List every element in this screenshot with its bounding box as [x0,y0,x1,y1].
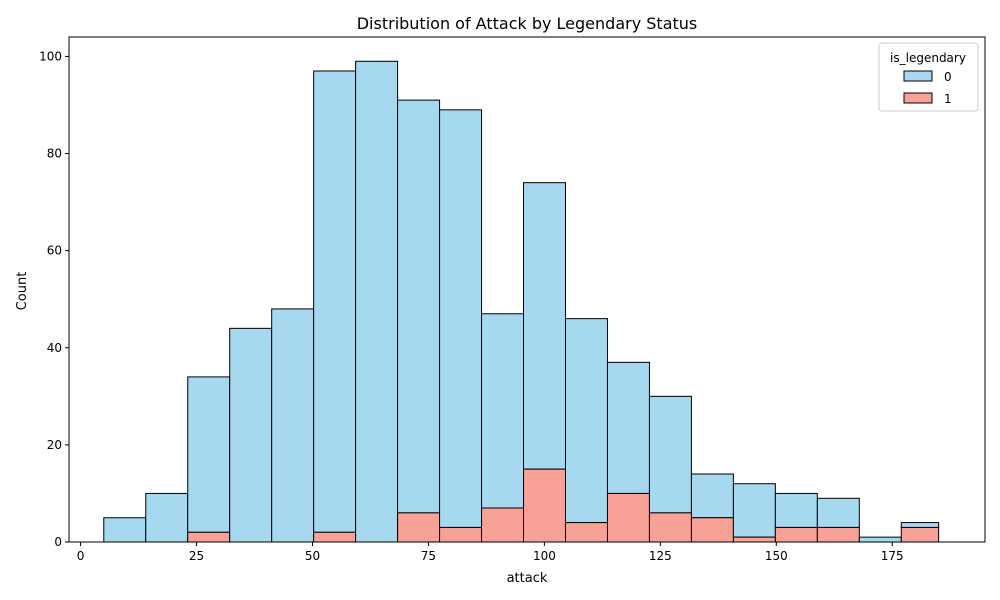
bar-not-legendary-0 [103,517,147,543]
bar-not-legendary-14 [690,473,734,519]
x-tick-label-125: 125 [649,549,672,563]
bar-legendary-9 [481,507,525,543]
legend-label-0: 0 [944,70,952,84]
bar-not-legendary-6 [355,60,399,543]
y-axis-label: Count [15,272,30,311]
bar-not-legendary-3 [229,327,273,543]
legend-swatch-0 [903,70,933,82]
bar-not-legendary-13 [648,395,692,514]
bar-legendary-2 [187,531,231,543]
legend-swatch-1 [903,92,933,104]
bar-not-legendary-1 [145,492,189,543]
bar-legendary-5 [313,531,357,543]
bar-not-legendary-19 [900,522,940,528]
y-tick-label-80: 80 [47,147,62,161]
x-tick-label-25: 25 [189,549,204,563]
bar-legendary-14 [690,517,734,543]
bar-legendary-8 [439,526,483,543]
bar-legendary-16 [774,526,818,543]
legend-title: is_legendary [890,51,966,65]
bar-not-legendary-11 [564,318,608,524]
bar-not-legendary-8 [439,109,483,528]
bar-not-legendary-18 [858,536,902,543]
x-tick-label-50: 50 [305,549,320,563]
bar-not-legendary-7 [397,99,441,514]
bar-not-legendary-16 [774,492,818,528]
bars-group [103,60,940,543]
bar-legendary-12 [606,492,650,543]
bar-legendary-19 [900,526,940,543]
x-tick-label-100: 100 [533,549,556,563]
bar-not-legendary-17 [816,497,860,528]
x-axis-label: attack [507,571,548,586]
bar-legendary-13 [648,512,692,543]
chart-title: Distribution of Attack by Legendary Stat… [357,14,698,33]
x-tick-label-175: 175 [881,549,904,563]
bar-legendary-7 [397,512,441,543]
bar-not-legendary-5 [313,70,357,533]
y-tick-label-100: 100 [39,49,62,63]
y-tick-label-20: 20 [47,438,62,452]
axes-group: 0 25 50 75 100 125 150 175 0 20 40 60 80 100 [39,36,986,563]
x-tick-label-0: 0 [77,549,85,563]
bar-legendary-10 [523,468,566,543]
plot-frame [68,36,986,543]
bar-legendary-17 [816,526,860,543]
bar-legendary-11 [564,522,608,543]
y-tick-label-60: 60 [47,244,62,258]
bar-legendary-15 [732,536,776,543]
bar-not-legendary-15 [732,483,776,538]
legend-label-1: 1 [944,92,952,106]
legend: is_legendary 0 1 [878,42,979,112]
x-tick-label-75: 75 [421,549,436,563]
bar-not-legendary-4 [271,308,315,543]
bar-not-legendary-2 [187,376,231,533]
y-tick-label-40: 40 [47,341,62,355]
x-tick-label-150: 150 [765,549,788,563]
bar-not-legendary-12 [606,361,650,494]
bar-not-legendary-10 [523,182,566,470]
y-tick-label-0: 0 [54,535,62,549]
bar-not-legendary-9 [481,313,525,509]
